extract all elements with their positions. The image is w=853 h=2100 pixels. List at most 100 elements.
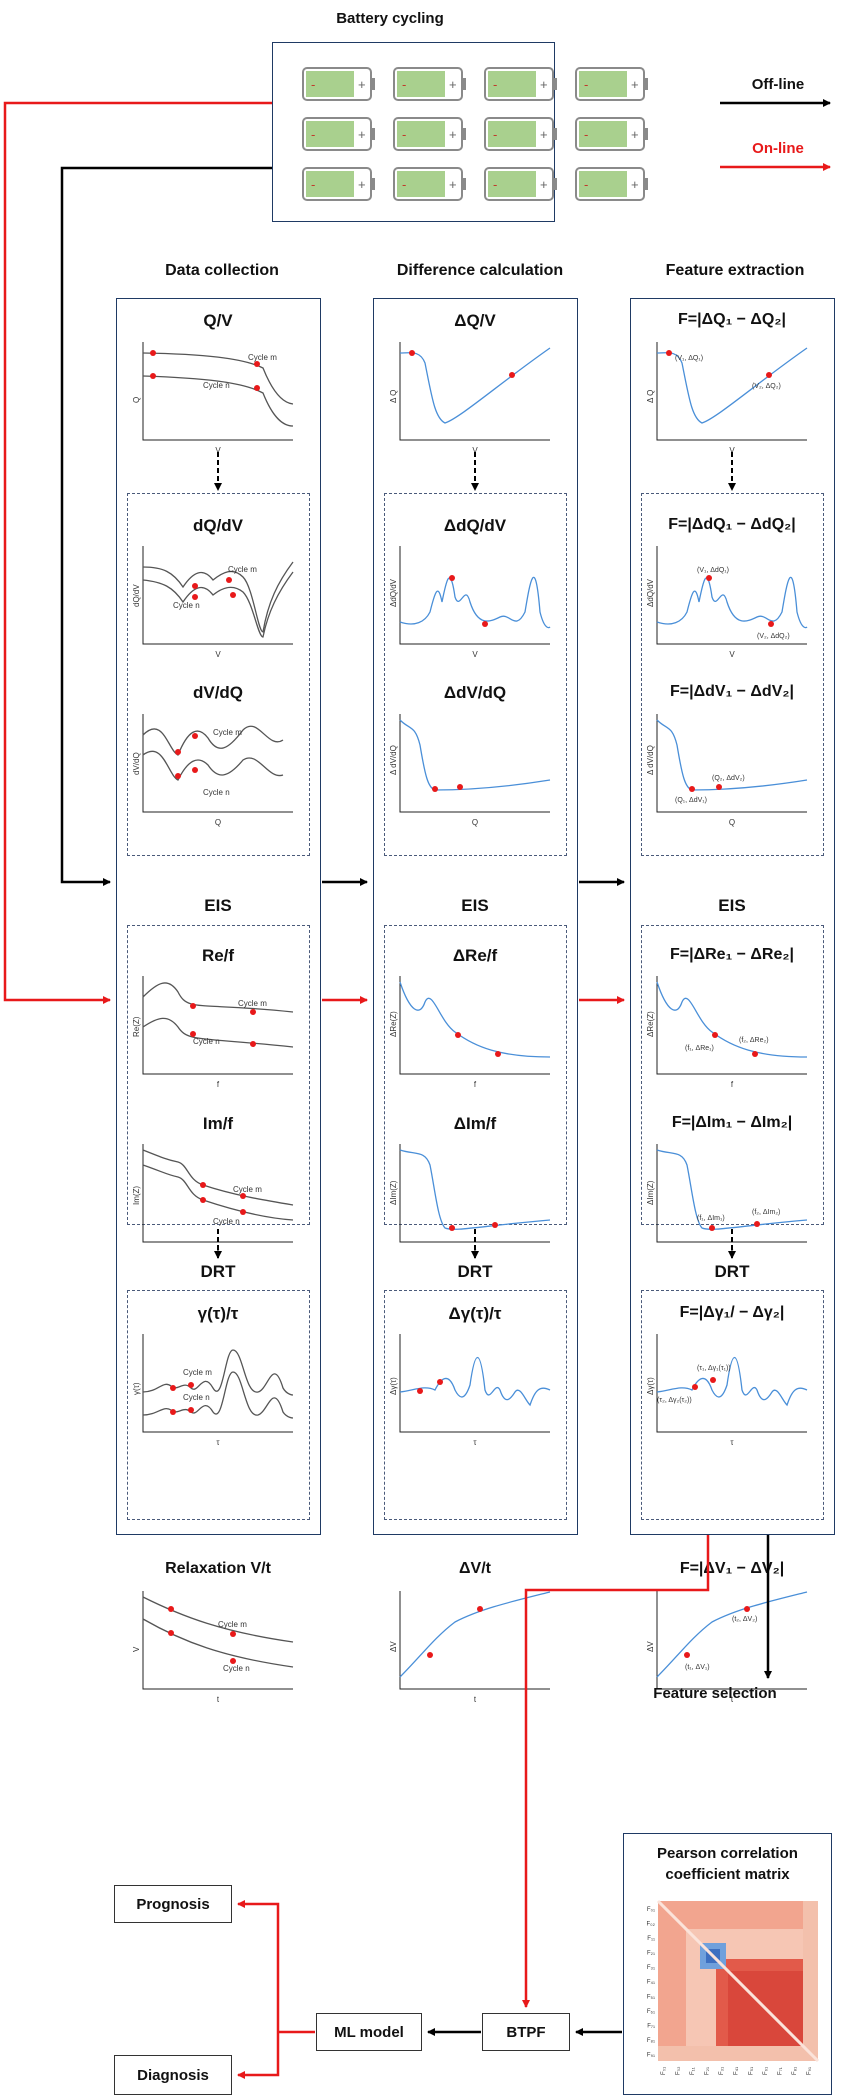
point-label: (Q₂, ΔdV₂) <box>712 775 745 782</box>
x-axis-label: V <box>472 446 478 455</box>
point-label: Cycle m <box>228 565 257 574</box>
heatmap-col-label: F₀₂ <box>676 2066 682 2075</box>
fe-ref-plot: ΔRe(Z) f (f₁, ΔRe₁) (f₂, ΔRe₂) <box>646 976 808 1089</box>
dc-ref-plot: Re(Z) f Cycle m Cycle n <box>132 976 294 1089</box>
dc-drt-label: DRT <box>200 1262 236 1281</box>
fe-gamma-plot: Δγ(τ) τ (τ₁, Δγ₁(τ₁)) (τ₂, Δγ₂(τ₂)) <box>646 1334 808 1447</box>
x-axis-label: Q <box>472 818 478 827</box>
y-axis-label: ΔdQ/dV <box>389 578 398 607</box>
x-axis-label: f <box>474 1080 477 1089</box>
legend-online-label: On-line <box>752 140 804 157</box>
diff-gamma-title: Δγ(τ)/τ <box>448 1304 502 1323</box>
x-axis-label: V <box>215 650 221 659</box>
y-axis-label: Δ dV/dQ <box>646 745 655 775</box>
battery-cell-icon: - + <box>393 167 466 201</box>
svg-text:+: + <box>358 177 366 192</box>
feature-point <box>684 1652 690 1658</box>
feature-point <box>482 621 488 627</box>
feature-point <box>432 786 438 792</box>
x-axis-label: V <box>729 446 735 455</box>
y-axis-label: ΔIm(Z) <box>389 1180 398 1205</box>
x-axis-label: t <box>217 1695 220 1704</box>
feature-point <box>190 1003 196 1009</box>
feature-point <box>417 1388 423 1394</box>
feature-extraction-column <box>630 298 835 1535</box>
x-axis-label: f <box>731 1080 734 1089</box>
svg-text:-: - <box>402 177 406 192</box>
data-collection-column <box>116 298 321 1535</box>
svg-text:-: - <box>493 77 497 92</box>
point-label: (f₁, ΔRe₁) <box>685 1045 714 1052</box>
ml-to-diagnosis-arrow <box>237 2032 280 2079</box>
feature-point <box>230 592 236 598</box>
heatmap-col-label: F₇₁ <box>777 2067 783 2075</box>
y-axis-label: ΔIm(Z) <box>646 1180 655 1205</box>
fe-ref-title: F=|ΔRe₁ − ΔRe₂| <box>670 946 794 963</box>
pearson-title-2: coefficient matrix <box>665 1866 790 1883</box>
feature-point <box>477 1606 483 1612</box>
diff-qv-plot: Δ Q V <box>389 342 551 455</box>
diff-derivative-group <box>384 493 567 856</box>
point-label: (t₁, ΔV₁) <box>685 1664 710 1671</box>
point-label: Cycle m <box>238 999 267 1008</box>
svg-text:-: - <box>402 127 406 142</box>
dc-relax-plot: Vt Cycle m Cycle n <box>132 1591 294 1704</box>
diff-drt-label: DRT <box>457 1262 493 1281</box>
fe-drt-group <box>641 1290 824 1520</box>
feature-selection-label: Feature selection <box>653 1685 777 1702</box>
heatmap-col-label: F₅₁ <box>748 2067 754 2075</box>
diff-relax-plot: ΔV t <box>389 1591 551 1704</box>
fe-relax-title: F=|ΔV₁ − ΔV₂| <box>679 1560 785 1577</box>
feature-point <box>689 786 695 792</box>
feature-point <box>168 1630 174 1636</box>
feature-point <box>240 1193 246 1199</box>
diagnosis-node: Diagnosis <box>114 2055 232 2095</box>
diff-eis-label: EIS <box>461 896 489 915</box>
fe-drt-label: DRT <box>714 1262 750 1281</box>
point-label: Cycle n <box>203 381 230 390</box>
diff-qv-title: ΔQ/V <box>454 311 496 330</box>
point-label: (f₂, ΔIm₂) <box>752 1209 780 1216</box>
y-axis-label: ΔRe(Z) <box>646 1011 655 1037</box>
point-label: (V₂, ΔQ₂) <box>752 383 781 390</box>
feature-point <box>254 385 260 391</box>
feature-point <box>230 1658 236 1664</box>
feature-point <box>230 1631 236 1637</box>
feature-point <box>150 373 156 379</box>
heatmap-col-label: F₁₁ <box>690 2067 696 2075</box>
svg-text:+: + <box>449 127 457 142</box>
fe-qv-title: F=|ΔQ₁ − ΔQ₂| <box>678 311 786 328</box>
svg-text:+: + <box>449 177 457 192</box>
point-label: Cycle n <box>183 1393 210 1402</box>
diff-ref-title: ΔRe/f <box>452 946 498 965</box>
feature-point <box>188 1407 194 1413</box>
heatmap-row-label: F₉₁ <box>647 2052 655 2058</box>
diff-imf-plot: ΔIm(Z)f <box>389 1144 551 1257</box>
feature-point <box>226 577 232 583</box>
feature-point <box>170 1385 176 1391</box>
feature-point <box>170 1409 176 1415</box>
dc-qv-title: Q/V <box>203 311 233 330</box>
point-label: Cycle n <box>173 601 200 610</box>
x-axis-label: Q <box>729 818 735 827</box>
fe-dvdq-title: F=|ΔdV₁ − ΔdV₂| <box>670 683 794 700</box>
fe-derivative-group <box>641 493 824 856</box>
point-label: Cycle m <box>248 353 277 362</box>
feature-point <box>168 1606 174 1612</box>
point-label: (τ₁, Δγ₁(τ₁)) <box>697 1365 731 1372</box>
y-axis-label: γ(τ) <box>132 1382 141 1395</box>
svg-text:+: + <box>449 77 457 92</box>
feature-point <box>716 784 722 790</box>
fe-to-btpf-online <box>522 1535 710 2008</box>
ml-model-node: ML model <box>316 2013 422 2051</box>
feature-extraction-header: Feature extraction <box>665 262 805 279</box>
dc-dvdq-title: dV/dQ <box>192 683 244 702</box>
y-axis-label: ΔV <box>389 1641 398 1652</box>
heatmap-col-label: F₄₁ <box>734 2067 740 2075</box>
point-label: Cycle m <box>213 728 242 737</box>
curve-line <box>399 1149 551 1230</box>
feature-point <box>254 361 260 367</box>
difference-calculation-column <box>373 298 578 1535</box>
pearson-box <box>623 1833 832 2095</box>
curve-line <box>142 571 294 638</box>
